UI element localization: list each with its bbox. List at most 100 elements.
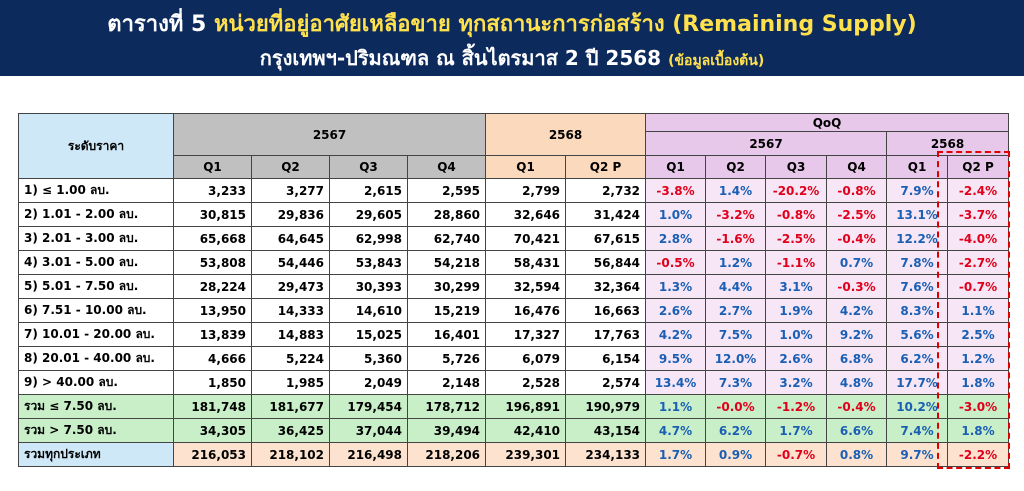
unit-cell: 2,732 bbox=[565, 178, 647, 203]
qoq-cell: 2.7% bbox=[705, 298, 767, 323]
unit-cell: 14,333 bbox=[251, 298, 330, 323]
qoq-cell: -0.8% bbox=[826, 178, 888, 203]
unit-cell: 15,025 bbox=[329, 322, 408, 347]
qoq-cell: 1.2% bbox=[705, 250, 767, 275]
qoq-cell: 1.9% bbox=[765, 298, 828, 323]
qoq-cell: 4.4% bbox=[705, 274, 767, 299]
row-label: 7) 10.01 - 20.00 ลบ. bbox=[18, 322, 174, 347]
qoq-quarter-header: Q3 bbox=[765, 155, 828, 179]
table-row: 2) 1.01 - 2.00 ลบ. 30,815 29,836 29,605 28,8… bbox=[18, 202, 1010, 227]
title-prefix: ตารางที่ 5 bbox=[107, 12, 207, 37]
qoq-quarter-header: Q4 bbox=[826, 155, 888, 179]
unit-cell: 16,401 bbox=[406, 322, 487, 347]
qoq-cell: -3.8% bbox=[645, 178, 707, 203]
title: ตารางที่ 5 หน่วยที่อยู่อาศัยเหลือขาย ทุก… bbox=[0, 6, 1024, 41]
unit-cell: 32,594 bbox=[485, 274, 567, 299]
qoq-cell: -1.2% bbox=[765, 394, 828, 419]
unit-cell: 30,299 bbox=[406, 274, 487, 299]
quarter-header: Q3 bbox=[329, 155, 408, 179]
unit-cell: 30,815 bbox=[173, 202, 252, 227]
subtitle: กรุงเทพฯ-ปริมณฑล ณ สิ้นไตรมาส 2 ปี 2568 … bbox=[0, 42, 1024, 74]
qoq-cell: -0.0% bbox=[705, 394, 767, 419]
qoq-cell: 0.8% bbox=[826, 442, 888, 467]
unit-cell: 2,799 bbox=[485, 178, 567, 203]
unit-cell: 16,663 bbox=[565, 298, 647, 323]
unit-cell: 67,615 bbox=[565, 226, 647, 251]
qoq-cell: 4.2% bbox=[645, 322, 707, 347]
unit-cell: 234,133 bbox=[565, 442, 647, 467]
unit-cell: 30,393 bbox=[329, 274, 408, 299]
qoq-cell: -20.2% bbox=[765, 178, 828, 203]
qoq-cell: -0.7% bbox=[765, 442, 828, 467]
unit-cell: 54,446 bbox=[251, 250, 330, 275]
qoq-cell: 9.2% bbox=[826, 322, 888, 347]
qoq-cell: -1.6% bbox=[705, 226, 767, 251]
qoq-cell: 12.0% bbox=[705, 346, 767, 371]
qoq-cell: -3.2% bbox=[705, 202, 767, 227]
row-label: 1) ≤ 1.00 ลบ. bbox=[18, 178, 174, 203]
unit-cell: 54,218 bbox=[406, 250, 487, 275]
unit-cell: 6,079 bbox=[485, 346, 567, 371]
unit-cell: 39,494 bbox=[406, 418, 487, 443]
qoq-quarter-header: Q1 bbox=[645, 155, 707, 179]
qoq-cell: -2.5% bbox=[765, 226, 828, 251]
unit-cell: 2,049 bbox=[329, 370, 408, 395]
unit-cell: 32,646 bbox=[485, 202, 567, 227]
highlight-box bbox=[937, 151, 1010, 469]
unit-cell: 42,410 bbox=[485, 418, 567, 443]
unit-cell: 179,454 bbox=[329, 394, 408, 419]
unit-cell: 62,998 bbox=[329, 226, 408, 251]
qoq-cell: 3.2% bbox=[765, 370, 828, 395]
qoq-cell: -0.3% bbox=[826, 274, 888, 299]
unit-cell: 53,808 bbox=[173, 250, 252, 275]
unit-cell: 2,574 bbox=[565, 370, 647, 395]
unit-cell: 3,233 bbox=[173, 178, 252, 203]
qoq-cell: 7.5% bbox=[705, 322, 767, 347]
unit-cell: 43,154 bbox=[565, 418, 647, 443]
quarter-header: Q1 bbox=[485, 155, 567, 179]
unit-cell: 16,476 bbox=[485, 298, 567, 323]
qoq-cell: 2.6% bbox=[765, 346, 828, 371]
unit-cell: 218,206 bbox=[406, 442, 487, 467]
qoq-cell: 6.8% bbox=[826, 346, 888, 371]
unit-cell: 13,950 bbox=[173, 298, 252, 323]
row-label: 4) 3.01 - 5.00 ลบ. bbox=[18, 250, 174, 275]
row-label: 9) > 40.00 ลบ. bbox=[18, 370, 174, 395]
qoq-cell: 7.3% bbox=[705, 370, 767, 395]
unit-cell: 2,595 bbox=[406, 178, 487, 203]
table-row: 6) 7.51 - 10.00 ลบ. 13,950 14,333 14,610 15,… bbox=[18, 298, 1010, 323]
table-row: รวมทุกประเภท 216,053 218,102 216,498 218,206… bbox=[18, 442, 1010, 467]
table-row: 5) 5.01 - 7.50 ลบ. 28,224 29,473 30,393 30,2… bbox=[18, 274, 1010, 299]
table-row: 3) 2.01 - 3.00 ลบ. 65,668 64,645 62,998 62,7… bbox=[18, 226, 1010, 251]
subtitle-main: กรุงเทพฯ-ปริมณฑล ณ สิ้นไตรมาส 2 ปี 2568 bbox=[259, 46, 662, 70]
qoq-cell: -0.4% bbox=[826, 226, 888, 251]
table-row: 9) > 40.00 ลบ. 1,850 1,985 2,049 2,148 2,528 2… bbox=[18, 370, 1010, 395]
qoq-cell: 1.8% bbox=[947, 370, 1010, 395]
unit-cell: 29,605 bbox=[329, 202, 408, 227]
unit-cell: 2,528 bbox=[485, 370, 567, 395]
qoq-cell: 0.7% bbox=[826, 250, 888, 275]
unit-cell: 17,327 bbox=[485, 322, 567, 347]
year-header: 2567 bbox=[172, 113, 487, 156]
qoq-cell: 4.2% bbox=[826, 298, 888, 323]
unit-cell: 218,102 bbox=[251, 442, 330, 467]
qoq-cell: -3.0% bbox=[947, 394, 1010, 419]
unit-cell: 3,277 bbox=[251, 178, 330, 203]
unit-cell: 29,473 bbox=[251, 274, 330, 299]
unit-cell: 32,364 bbox=[565, 274, 647, 299]
unit-cell: 5,726 bbox=[406, 346, 487, 371]
header: ตารางที่ 5 หน่วยที่อยู่อาศัยเหลือขาย ทุก… bbox=[0, 0, 1024, 76]
table-row: รวม > 7.50 ลบ. 34,305 36,425 37,044 39,494 42… bbox=[18, 418, 1010, 443]
unit-cell: 196,891 bbox=[485, 394, 567, 419]
unit-cell: 70,421 bbox=[485, 226, 567, 251]
row-label: 2) 1.01 - 2.00 ลบ. bbox=[18, 202, 174, 227]
unit-cell: 36,425 bbox=[251, 418, 330, 443]
unit-cell: 37,044 bbox=[329, 418, 408, 443]
unit-cell: 5,360 bbox=[329, 346, 408, 371]
unit-cell: 56,844 bbox=[565, 250, 647, 275]
qoq-year-header: 2567 bbox=[645, 131, 888, 156]
unit-cell: 62,740 bbox=[406, 226, 487, 251]
title-main: หน่วยที่อยู่อาศัยเหลือขาย ทุกสถานะการก่อ… bbox=[213, 12, 917, 37]
unit-cell: 13,839 bbox=[173, 322, 252, 347]
